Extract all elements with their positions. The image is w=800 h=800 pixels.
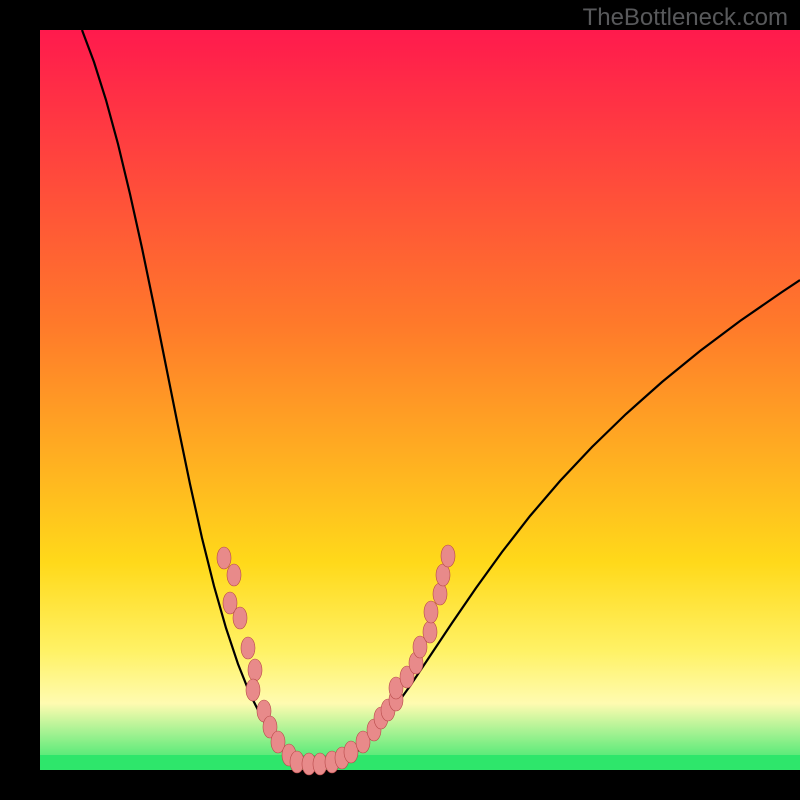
watermark-text: TheBottleneck.com	[583, 4, 788, 32]
plot-gradient-background	[40, 30, 800, 770]
bottom-green-strip	[40, 755, 800, 769]
